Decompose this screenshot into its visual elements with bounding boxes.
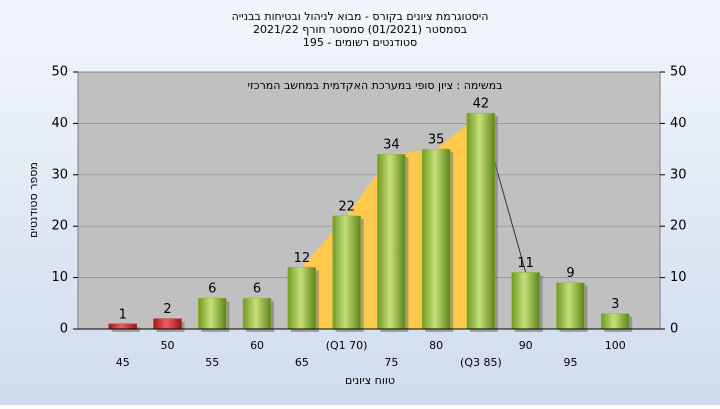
x-tick-label: 95: [563, 356, 577, 369]
bar: [556, 282, 585, 330]
chart-title: היסטוגרמת ציונים בקורס - מבוא לניהול ובט…: [232, 10, 489, 23]
x-tick-label: 75: [384, 356, 398, 369]
bar: [466, 112, 496, 330]
y2-tick-label: 10: [670, 270, 687, 285]
data-label: 34: [383, 138, 400, 153]
data-label: 2: [163, 302, 171, 317]
x-axis-label: טווח ציונים: [345, 374, 395, 387]
y2-tick-label: 50: [670, 65, 687, 80]
x-tick-label: 60: [250, 339, 264, 352]
subtitle: בסמסטר (01/2021) סמסטר חורף 2021/22: [253, 23, 467, 36]
annotation: במשימה : ציון סופי במערכת האקדמית במחשב …: [248, 79, 503, 92]
y-tick-label: 10: [51, 270, 68, 285]
y2-tick-label: 30: [670, 167, 687, 182]
y-tick-label: 0: [60, 322, 68, 337]
bar: [198, 297, 227, 330]
bar: [511, 272, 540, 330]
data-label: 35: [428, 133, 445, 148]
bar: [421, 148, 451, 330]
data-label: 9: [566, 266, 574, 281]
data-label: 6: [208, 282, 216, 297]
x-tick-label: (Q1 70): [326, 339, 368, 352]
y-axis-label: מספר סטודנטים: [27, 162, 40, 238]
y-tick-label: 40: [51, 116, 68, 131]
x-tick-label: 50: [161, 339, 175, 352]
data-label: 42: [473, 97, 490, 112]
y2-tick-label: 0: [670, 322, 678, 337]
data-label: 1: [119, 307, 127, 322]
subtitle: סטודנטים רשומים - 195: [303, 36, 417, 49]
bar: [600, 313, 630, 330]
data-label: 6: [253, 282, 261, 297]
data-label: 11: [517, 256, 534, 271]
bar: [332, 215, 361, 330]
y-tick-label: 30: [51, 167, 68, 182]
data-label: 12: [294, 251, 311, 266]
bar: [377, 153, 406, 330]
bar: [153, 318, 182, 330]
data-label: 3: [611, 297, 619, 312]
y2-tick-label: 20: [670, 219, 687, 234]
bar: [242, 297, 272, 330]
x-tick-label: 45: [116, 356, 130, 369]
x-tick-label: 80: [429, 339, 443, 352]
data-label: 22: [338, 199, 355, 214]
x-tick-label: 65: [295, 356, 309, 369]
x-tick-label: (Q3 85): [460, 356, 502, 369]
x-tick-label: 100: [605, 339, 626, 352]
y-tick-label: 20: [51, 219, 68, 234]
bar: [108, 323, 138, 330]
y-tick-label: 50: [51, 65, 68, 80]
bar: [287, 267, 317, 330]
y2-tick-label: 40: [670, 116, 687, 131]
x-tick-label: 90: [519, 339, 533, 352]
x-tick-label: 55: [205, 356, 219, 369]
